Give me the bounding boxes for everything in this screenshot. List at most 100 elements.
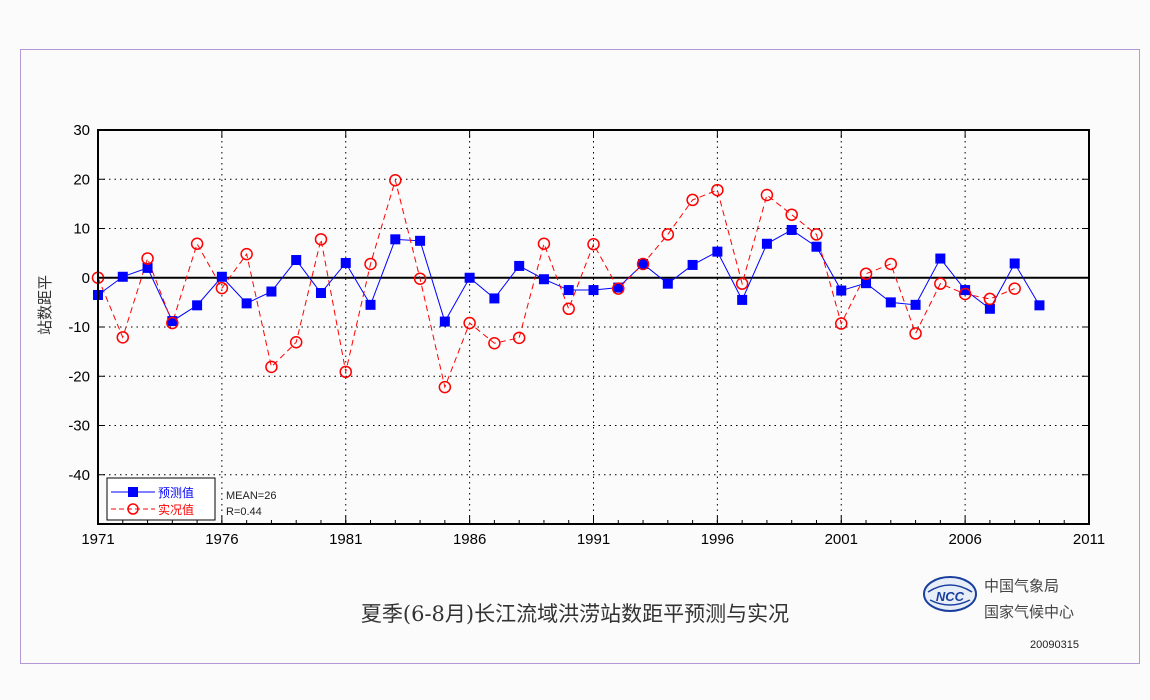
x-tick-label: 1991 [577,531,610,548]
forecast-point [241,298,252,309]
forecast-point [1009,258,1020,269]
y-tick-label: -30 [68,418,90,435]
actual-point [785,208,798,221]
y-tick-label: -40 [68,467,90,484]
org-cma: 中国气象局 [984,577,1059,595]
forecast-point [638,258,649,269]
y-tick-label: 20 [73,171,90,188]
actual-point [364,257,377,271]
forecast-point [538,274,549,285]
forecast-point [365,299,376,310]
x-tick-label: 2006 [948,531,981,548]
actual-point [835,317,848,330]
actual-point [958,287,972,301]
forecast-point [340,257,351,268]
actual-point [810,228,823,241]
actual-point [884,257,898,271]
forecast-point [885,297,896,308]
forecast-point [737,294,748,305]
y-tick-label: 30 [73,122,90,139]
forecast-point [464,272,475,283]
legend-marker-forecast [128,487,138,497]
logo-text: NCC [936,589,965,604]
forecast-point [514,260,525,271]
legend: 预测值 实况值 [106,477,216,521]
forecast-point [167,316,178,327]
forecast-point [291,255,302,266]
forecast-point [489,293,500,304]
forecast-point [712,246,723,257]
actual-point [314,233,328,246]
forecast-point [761,238,772,249]
forecast-point [266,286,277,297]
forecast-point [935,253,946,264]
actual-point [686,193,699,207]
actual-point [587,238,600,251]
forecast-point [439,316,450,327]
forecast-point [811,241,822,252]
actual-point [636,257,650,271]
forecast-point [910,299,921,310]
y-tick-label: -20 [68,368,90,385]
x-tick-label: 1981 [329,531,362,548]
actual-point [488,337,501,350]
actual-point [190,237,204,251]
actual-point [339,365,352,379]
forecast-point [415,235,426,246]
forecast-point [662,278,673,289]
actual-point [983,292,997,306]
actual-point [537,237,551,251]
series-line-1 [97,178,1015,389]
x-tick-label: 1996 [701,531,734,548]
org-ncc: 国家气候中心 [984,603,1074,621]
series-layer [91,173,1045,394]
chart-title: 夏季(6-8月)长江流域洪涝站数距平预测与实况 [361,602,789,626]
forecast-point [984,303,995,314]
y-tick-label: -10 [68,319,90,336]
grid [98,129,1089,524]
x-tick-label: 1986 [453,531,486,548]
actual-point [661,228,675,241]
actual-point [1008,282,1021,295]
actual-point [735,277,749,290]
actual-point [413,272,427,285]
legend-box [106,477,216,521]
actual-point [265,360,278,374]
actual-point [711,183,724,197]
tick-labels: 30 20 10 0 -10 -20 -30 -40 1971 1976 1981 1986 1991 1… [68,122,1105,548]
r-annotation: R=0.44 [226,506,262,518]
forecast-point [216,271,227,282]
legend-label-actual: 实况值 [158,502,194,517]
forecast-point [861,278,872,289]
x-tick-label: 2001 [825,531,858,548]
x-tick-label: 1971 [81,531,114,548]
actual-point [389,173,402,187]
actual-point [141,252,154,265]
actual-point [289,336,303,349]
actual-point [934,277,947,290]
actual-point [438,380,452,394]
legend-marker-actual [127,503,139,515]
actual-point [562,302,575,316]
forecast-point [563,285,574,296]
forecast-point [687,259,698,270]
ticks [97,129,1090,524]
forecast-point [786,224,797,235]
mean-annotation: MEAN=26 [226,490,276,502]
actual-point [463,316,476,330]
legend-label-forecast: 预测值 [158,485,194,500]
x-tick-label: 2011 [1073,531,1105,548]
chart-frame [20,49,1140,664]
y-tick-label: 10 [73,221,90,238]
forecast-point [142,262,153,273]
forecast-point [588,285,599,296]
forecast-point [117,271,128,282]
actual-point [116,331,130,344]
actual-point [166,316,179,330]
forecast-point [836,285,847,296]
ncc-logo: NCC [923,576,977,612]
actual-point [512,331,526,345]
forecast-point [613,282,624,293]
y-tick-label: 0 [82,270,90,287]
